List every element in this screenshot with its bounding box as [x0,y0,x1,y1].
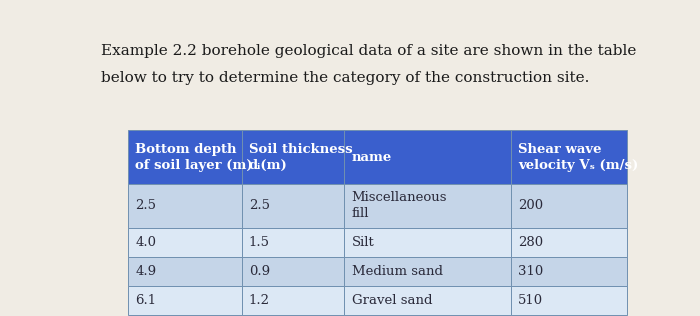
Bar [344,286,511,315]
Bar [344,257,511,286]
Bar [344,184,511,228]
Text: 280: 280 [518,236,543,249]
Bar [511,228,627,257]
Bar [242,257,344,286]
Text: 200: 200 [518,199,543,212]
Text: Silt: Silt [351,236,374,249]
Text: Example 2.2 borehole geological data of a site are shown in the table: Example 2.2 borehole geological data of … [101,44,636,58]
Bar [128,131,242,184]
Bar [511,184,627,228]
Bar [344,228,511,257]
Bar [511,257,627,286]
Text: below to try to determine the category of the construction site.: below to try to determine the category o… [101,71,589,85]
Text: 510: 510 [518,294,543,307]
Text: Miscellaneous
fill: Miscellaneous fill [351,191,447,220]
Text: Gravel sand: Gravel sand [351,294,432,307]
Bar [242,228,344,257]
Text: Shear wave
velocity Vₛ (m/s): Shear wave velocity Vₛ (m/s) [518,143,638,172]
Text: name: name [351,151,392,164]
Bar [128,228,242,257]
Bar [511,131,627,184]
Text: 6.1: 6.1 [135,294,156,307]
Text: 4.0: 4.0 [135,236,156,249]
Text: 310: 310 [518,265,543,278]
Text: 0.9: 0.9 [249,265,270,278]
Text: 2.5: 2.5 [249,199,270,212]
Text: 1.2: 1.2 [249,294,270,307]
Text: Bottom depth
of soil layer (m): Bottom depth of soil layer (m) [135,143,253,172]
Bar [128,257,242,286]
Bar [344,131,511,184]
Bar [511,286,627,315]
Text: Medium sand: Medium sand [351,265,442,278]
Bar [242,286,344,315]
Bar [128,184,242,228]
Bar [242,131,344,184]
Bar [128,286,242,315]
Bar [242,184,344,228]
Text: 2.5: 2.5 [135,199,156,212]
Text: 4.9: 4.9 [135,265,156,278]
Text: Soil thickness
dᵢ(m): Soil thickness dᵢ(m) [249,143,353,172]
Text: 1.5: 1.5 [249,236,270,249]
